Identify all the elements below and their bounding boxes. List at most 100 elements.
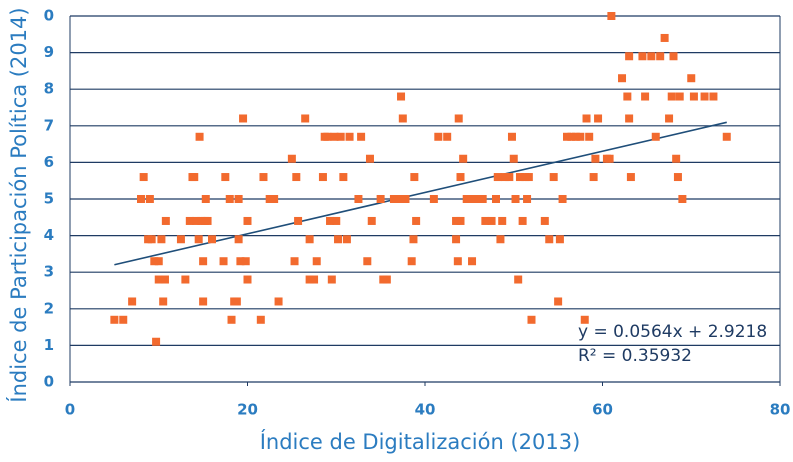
point: [243, 275, 252, 284]
point: [454, 114, 463, 123]
point: [195, 132, 204, 141]
point: [270, 195, 279, 203]
point: [582, 114, 591, 123]
point: [190, 173, 199, 182]
point: [469, 195, 478, 203]
point: [456, 216, 465, 225]
point: [119, 315, 128, 324]
point: [365, 154, 374, 163]
point: [452, 235, 461, 244]
point: [318, 173, 327, 182]
point: [669, 52, 678, 61]
point: [507, 132, 516, 141]
point: [678, 195, 687, 203]
point: [667, 92, 676, 101]
point: [234, 195, 243, 203]
point: [290, 257, 299, 266]
point: [468, 257, 477, 266]
point: [292, 173, 301, 182]
point: [305, 235, 314, 244]
trendline-equation: y = 0.0564x + 2.9218: [578, 322, 767, 342]
point: [626, 173, 635, 182]
point: [256, 315, 265, 324]
point: [301, 114, 310, 123]
point: [128, 297, 137, 306]
point: [160, 275, 169, 284]
point: [453, 257, 462, 266]
point: [221, 173, 230, 182]
point: [150, 257, 159, 266]
point: [641, 92, 650, 101]
point: [334, 235, 343, 244]
point: [625, 114, 634, 123]
point: [274, 297, 283, 306]
point: [312, 257, 321, 266]
point: [330, 132, 339, 141]
point: [305, 275, 314, 284]
point: [139, 173, 148, 182]
point: [154, 275, 163, 284]
point: [345, 132, 354, 141]
y-tick-label: 5: [44, 190, 54, 208]
trendline: [114, 121, 727, 266]
point: [199, 297, 208, 306]
point: [232, 297, 241, 306]
point: [407, 257, 416, 266]
point: [523, 195, 532, 203]
point: [656, 52, 665, 61]
point: [524, 173, 533, 182]
point: [354, 195, 363, 203]
point: [594, 114, 603, 123]
y-tick-label: 9: [44, 43, 54, 61]
point: [339, 173, 348, 182]
point: [478, 195, 487, 203]
point: [500, 173, 509, 182]
point: [199, 257, 208, 266]
point: [412, 216, 421, 225]
point: [152, 337, 161, 346]
x-tick-label: 20: [237, 401, 258, 419]
point: [401, 195, 410, 203]
point: [545, 235, 554, 244]
x-tick-label: 40: [415, 401, 436, 419]
point: [225, 195, 234, 203]
point: [511, 195, 520, 203]
y-tick-label: 4: [44, 226, 54, 244]
point: [342, 235, 351, 244]
point: [110, 315, 119, 324]
y-tick-label: 7: [44, 116, 54, 134]
point: [145, 195, 154, 203]
point: [147, 235, 156, 244]
y-tick-label: 2: [44, 299, 54, 317]
point: [194, 235, 203, 244]
point: [397, 92, 406, 101]
point: [219, 257, 228, 266]
point: [327, 275, 336, 284]
point: [294, 216, 303, 225]
point: [332, 216, 341, 225]
x-tick-label: 80: [770, 401, 791, 419]
point: [323, 132, 332, 141]
point: [605, 154, 614, 163]
point: [376, 195, 385, 203]
point: [638, 52, 647, 61]
x-tick-label: 0: [65, 401, 75, 419]
point: [287, 154, 296, 163]
point: [625, 52, 634, 61]
point: [651, 132, 660, 141]
point: [363, 257, 372, 266]
point: [159, 297, 168, 306]
point: [227, 315, 236, 324]
point: [647, 52, 656, 61]
point: [409, 235, 418, 244]
point: [336, 132, 345, 141]
point: [549, 173, 558, 182]
x-axis-title: Índice de Digitalización (2013): [260, 429, 581, 454]
point: [571, 132, 580, 141]
point: [185, 216, 194, 225]
point: [192, 216, 201, 225]
point: [514, 275, 523, 284]
point: [201, 195, 210, 203]
point: [540, 216, 549, 225]
